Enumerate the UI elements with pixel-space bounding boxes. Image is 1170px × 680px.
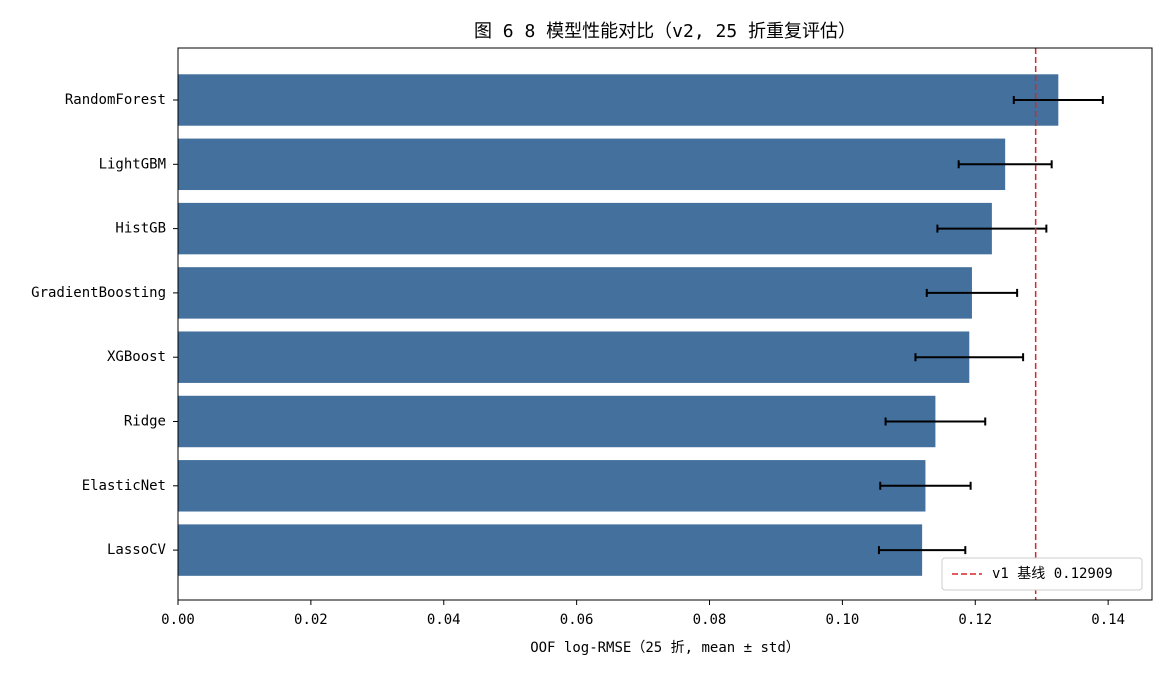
y-tick-label: Ridge bbox=[124, 414, 166, 430]
chart-title: 图 6 8 模型性能对比（v2, 25 折重复评估） bbox=[474, 21, 856, 42]
y-tick-label: ElasticNet bbox=[82, 478, 166, 494]
legend-label: v1 基线 0.12909 bbox=[992, 565, 1113, 582]
error-bar bbox=[884, 417, 987, 426]
error-bar bbox=[879, 481, 972, 490]
x-tick-label: 0.04 bbox=[427, 612, 461, 628]
bar bbox=[178, 395, 936, 448]
error-bar bbox=[957, 160, 1053, 169]
x-tick-label: 0.00 bbox=[161, 612, 195, 628]
x-tick-label: 0.10 bbox=[826, 612, 860, 628]
plot-frame bbox=[177, 47, 1153, 601]
error-bar bbox=[925, 288, 1019, 297]
x-tick-label: 0.08 bbox=[693, 612, 727, 628]
x-tick-label: 0.12 bbox=[958, 612, 992, 628]
error-bar bbox=[914, 353, 1025, 362]
x-tick-label: 0.14 bbox=[1091, 612, 1125, 628]
error-bar bbox=[877, 546, 967, 555]
y-tick-label: LightGBM bbox=[99, 156, 166, 172]
error-bar bbox=[1012, 96, 1104, 104]
bar bbox=[178, 74, 1059, 126]
x-tick-label: 0.02 bbox=[294, 612, 328, 628]
bar bbox=[178, 202, 992, 255]
y-tick-label: RandomForest bbox=[65, 92, 166, 108]
error-bar bbox=[936, 224, 1048, 233]
y-tick-label: HistGB bbox=[115, 221, 166, 237]
y-tick-label: LassoCV bbox=[107, 542, 167, 558]
x-axis-label: OOF log-RMSE（25 折, mean ± std） bbox=[530, 640, 800, 656]
bar bbox=[178, 138, 1006, 191]
y-tick-label: XGBoost bbox=[107, 349, 166, 365]
bar bbox=[178, 460, 926, 512]
bar bbox=[178, 524, 923, 576]
bar bbox=[178, 331, 970, 383]
bar bbox=[178, 267, 972, 319]
x-tick-label: 0.06 bbox=[560, 612, 594, 628]
legend-box bbox=[941, 557, 1143, 591]
y-tick-label: GradientBoosting bbox=[31, 285, 166, 301]
